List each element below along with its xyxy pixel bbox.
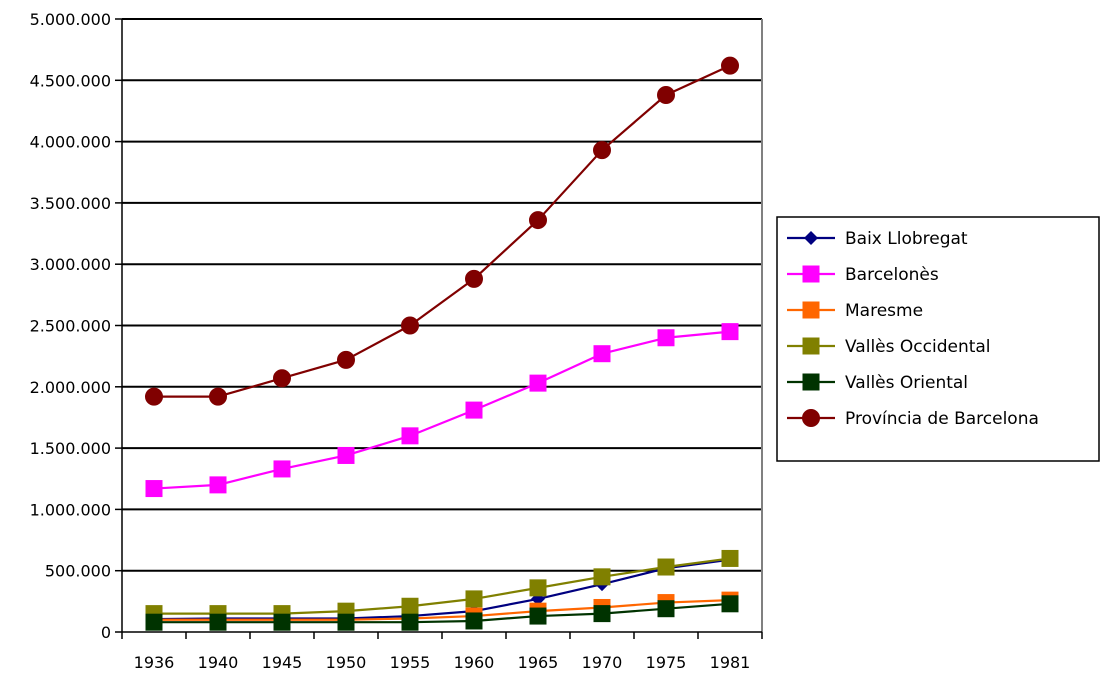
data-point bbox=[657, 558, 675, 576]
y-tick-label: 0 bbox=[101, 623, 111, 642]
series-line bbox=[154, 557, 731, 615]
data-point bbox=[401, 597, 419, 615]
series-barcelon-s bbox=[145, 323, 739, 498]
data-point bbox=[273, 369, 291, 388]
data-point bbox=[145, 613, 163, 631]
y-tick-label: 4.000.000 bbox=[30, 133, 111, 152]
y-tick-label: 1.500.000 bbox=[30, 439, 111, 458]
x-axis-tick-labels: 1936 1940 1945 1950 1955 1960 1965 1970 1975 1981 bbox=[134, 653, 751, 672]
data-point bbox=[657, 86, 675, 105]
legend-item: Vallès Oriental bbox=[787, 373, 968, 393]
legend-marker bbox=[802, 409, 820, 427]
series-line bbox=[153, 330, 731, 490]
data-point bbox=[209, 613, 227, 631]
legend-label: Província de Barcelona bbox=[845, 409, 1039, 429]
legend-label: Vallès Oriental bbox=[845, 373, 968, 393]
y-tick-label: 3.500.000 bbox=[30, 194, 111, 213]
x-tick-label: 1945 bbox=[262, 653, 303, 672]
x-tick-label: 1981 bbox=[710, 653, 751, 672]
legend-label: Maresme bbox=[845, 301, 923, 321]
data-point bbox=[273, 460, 291, 478]
data-point bbox=[529, 579, 547, 597]
axes bbox=[115, 18, 763, 639]
data-point bbox=[721, 595, 739, 613]
legend: Baix Llobregat Barcelonès Maresme Vallès Oc… bbox=[776, 216, 1100, 462]
data-point bbox=[593, 605, 611, 623]
series-vall-s-oriental bbox=[145, 595, 739, 631]
legend-item: Vallès Occidental bbox=[787, 337, 991, 357]
series-prov-ncia-de-barcelona bbox=[145, 56, 739, 406]
data-point bbox=[529, 374, 547, 392]
y-tick-label: 500.000 bbox=[45, 562, 111, 581]
data-point bbox=[657, 329, 675, 347]
data-point bbox=[657, 600, 675, 618]
data-point bbox=[529, 607, 547, 625]
y-tick-label: 2.500.000 bbox=[30, 317, 111, 336]
data-point bbox=[401, 613, 419, 631]
series-lines bbox=[145, 56, 739, 631]
y-tick-label: 5.000.000 bbox=[30, 10, 111, 29]
data-point bbox=[593, 141, 611, 160]
series-line bbox=[153, 558, 731, 621]
data-point bbox=[401, 427, 419, 445]
series-line bbox=[154, 64, 731, 398]
data-point bbox=[337, 350, 355, 369]
data-point bbox=[529, 211, 547, 230]
legend-box bbox=[776, 216, 1100, 462]
data-point bbox=[721, 323, 739, 341]
x-tick-label: 1940 bbox=[198, 653, 239, 672]
legend-label: Vallès Occidental bbox=[845, 337, 991, 357]
legend-marker bbox=[802, 337, 820, 355]
x-tick-label: 1950 bbox=[326, 653, 367, 672]
data-point bbox=[721, 549, 739, 567]
y-tick-label: 1.000.000 bbox=[30, 500, 111, 519]
legend-marker bbox=[802, 265, 820, 283]
data-point bbox=[209, 476, 227, 494]
data-point bbox=[209, 387, 227, 406]
x-tick-label: 1955 bbox=[390, 653, 431, 672]
data-point bbox=[337, 446, 355, 464]
y-tick-label: 2.000.000 bbox=[30, 378, 111, 397]
data-point bbox=[721, 56, 739, 75]
data-point bbox=[465, 269, 483, 288]
data-point bbox=[465, 401, 483, 419]
x-tick-label: 1965 bbox=[518, 653, 559, 672]
data-point bbox=[401, 316, 419, 335]
data-point bbox=[465, 590, 483, 608]
x-tick-label: 1936 bbox=[134, 653, 175, 672]
y-tick-label: 3.000.000 bbox=[30, 255, 111, 274]
data-point bbox=[145, 387, 163, 406]
y-axis-tick-labels: 0 500.000 1.000.000 1.500.000 2.000.000 2.500… bbox=[30, 10, 111, 642]
legend-item: Província de Barcelona bbox=[787, 409, 1039, 429]
legend-item: Barcelonès bbox=[787, 265, 939, 285]
legend-label: Baix Llobregat bbox=[845, 229, 968, 249]
series-line bbox=[154, 599, 731, 621]
x-tick-label: 1970 bbox=[582, 653, 623, 672]
data-point bbox=[593, 568, 611, 586]
legend-marker bbox=[802, 301, 820, 319]
x-tick-label: 1975 bbox=[646, 653, 687, 672]
data-point bbox=[337, 613, 355, 631]
data-point bbox=[273, 613, 291, 631]
legend-item: Maresme bbox=[787, 301, 923, 321]
data-point bbox=[465, 612, 483, 630]
data-point bbox=[145, 480, 163, 498]
series-line bbox=[154, 602, 731, 624]
legend-marker bbox=[802, 373, 820, 391]
y-tick-label: 4.500.000 bbox=[30, 71, 111, 90]
legend-label: Barcelonès bbox=[845, 265, 939, 285]
legend-item: Baix Llobregat bbox=[787, 229, 968, 249]
legend-marker bbox=[804, 231, 818, 245]
data-point bbox=[593, 345, 611, 363]
gridlines bbox=[122, 18, 762, 632]
x-tick-label: 1960 bbox=[454, 653, 495, 672]
